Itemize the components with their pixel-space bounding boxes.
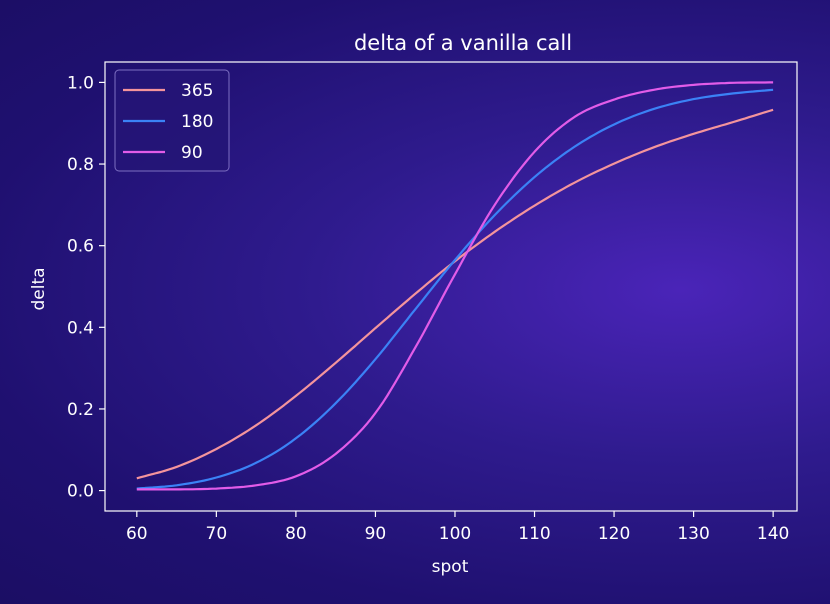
chart-title: delta of a vanilla call [354, 31, 572, 55]
y-tick-label: 0.8 [67, 155, 94, 175]
y-axis-ticks: 0.0 0.2 0.4 0.6 0.8 1.0 [67, 73, 105, 502]
series-line-90 [136, 81, 774, 491]
plot-area [104, 61, 798, 512]
y-tick-label: 0.4 [67, 318, 94, 338]
series-line-180 [136, 88, 774, 490]
x-tick-label: 70 [206, 524, 228, 544]
y-tick-label: 0.2 [67, 400, 94, 420]
y-axis-label: delta [29, 267, 49, 310]
legend: 365 180 90 [114, 69, 230, 172]
y-tick-label: 1.0 [67, 73, 94, 93]
y-tick-label: 0.0 [67, 482, 94, 502]
legend-box [114, 69, 230, 172]
x-tick-label: 60 [126, 524, 148, 544]
series-line-365 [136, 108, 774, 480]
legend-label-365: 365 [181, 81, 213, 101]
x-tick-label: 100 [439, 524, 471, 544]
x-tick-label: 140 [757, 524, 789, 544]
series-lines [136, 81, 774, 491]
x-tick-label: 90 [365, 524, 387, 544]
x-tick-label: 120 [598, 524, 630, 544]
y-tick-label: 0.6 [67, 237, 94, 257]
legend-label-90: 90 [181, 143, 203, 163]
plot-frame [104, 61, 798, 512]
x-tick-label: 80 [285, 524, 307, 544]
x-tick-label: 130 [677, 524, 709, 544]
x-axis-ticks: 60 70 80 90 100 110 120 130 140 [126, 511, 789, 544]
legend-label-180: 180 [181, 112, 213, 132]
x-tick-label: 110 [518, 524, 550, 544]
x-axis-label: spot [432, 557, 469, 577]
